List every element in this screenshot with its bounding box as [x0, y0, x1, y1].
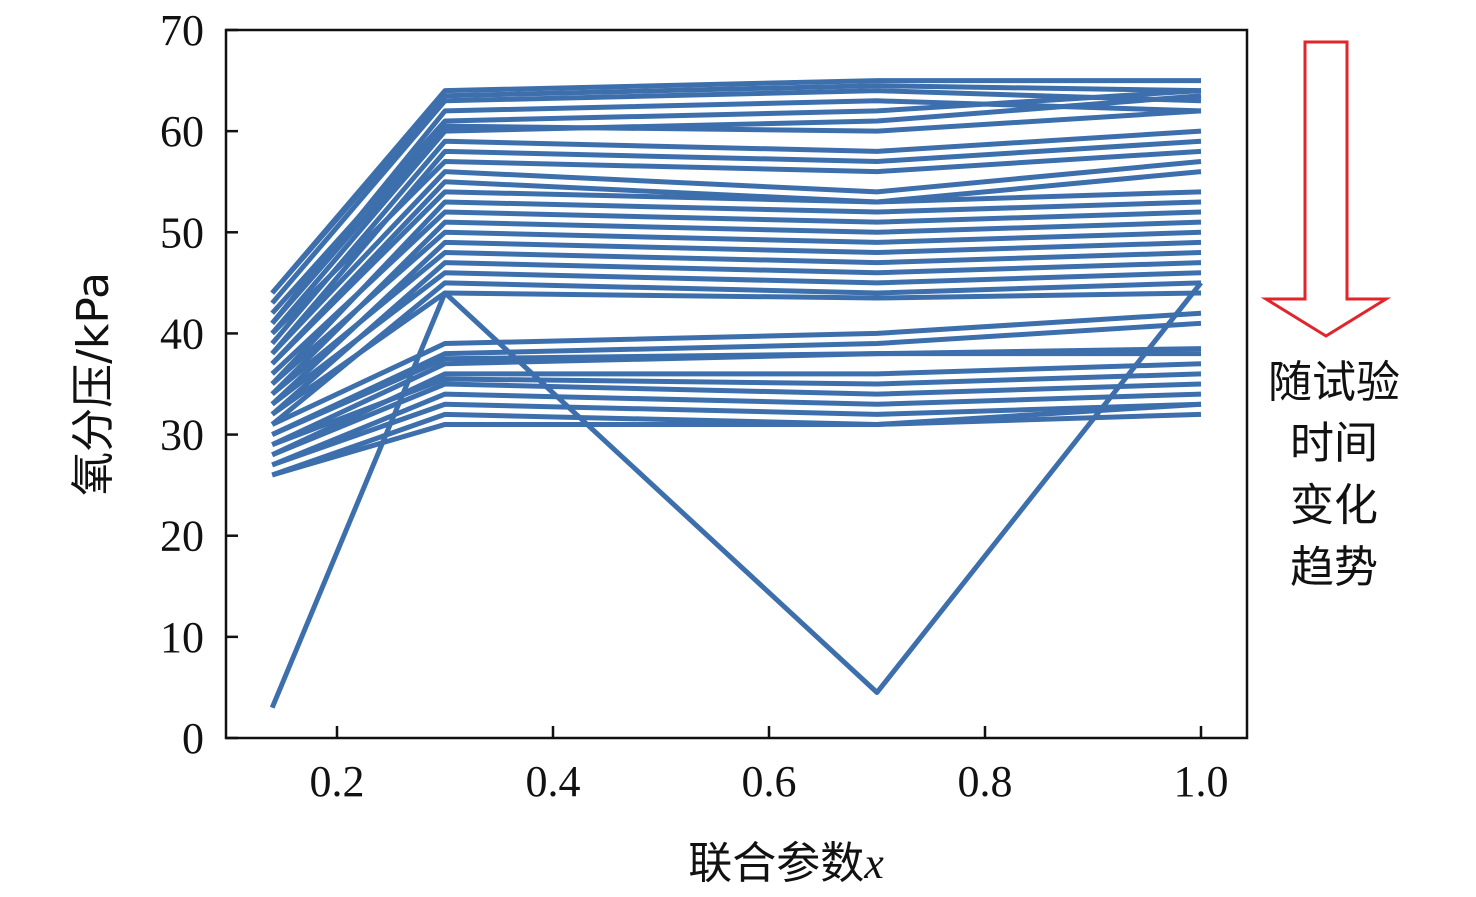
- y-tick-label: 0: [182, 714, 204, 763]
- y-tick-label: 10: [160, 613, 204, 662]
- x-axis: 0.2 0.4 0.6 0.8 1.0: [310, 726, 1229, 806]
- x-axis-label-text: 联合参数: [688, 838, 864, 889]
- series-line-33: [271, 401, 1202, 478]
- series-line-11: [270, 158, 1202, 356]
- series-line-34: [271, 411, 1202, 478]
- series-line-19: [270, 250, 1202, 397]
- y-tick-label: 70: [160, 6, 204, 55]
- x-tick-label: 0.6: [742, 757, 797, 806]
- series-line-3: [270, 88, 1202, 305]
- trend-annotation: 随试验 时间 变化 趋势: [1268, 357, 1400, 593]
- series-line-31: [271, 391, 1202, 468]
- y-tick-label: 50: [160, 208, 204, 257]
- x-tick-label: 1.0: [1174, 757, 1229, 806]
- series-line-15: [270, 209, 1202, 376]
- annotation-line-2: 时间: [1290, 418, 1378, 469]
- series-line-12: [270, 169, 1202, 366]
- y-tick-label: 20: [160, 512, 204, 561]
- series-line-23: [270, 290, 1202, 417]
- series-line-35: [269, 281, 1203, 709]
- annotation-line-4: 趋势: [1290, 542, 1378, 593]
- x-tick-label: 0.2: [310, 757, 365, 806]
- y-tick-label: 60: [160, 107, 204, 156]
- series-line-6: [270, 93, 1202, 336]
- series-line-32: [271, 401, 1202, 468]
- series-line-8: [270, 128, 1202, 346]
- series-line-7: [270, 108, 1202, 325]
- y-axis-label: 氧分压/kPa: [68, 272, 119, 496]
- series-line-10: [270, 148, 1202, 336]
- plot-frame: [224, 28, 1249, 740]
- series-line-21: [270, 270, 1202, 407]
- series-line-29: [271, 371, 1202, 448]
- series-line-9: [270, 138, 1202, 356]
- series-line-5: [270, 88, 1202, 315]
- series-line-30: [271, 381, 1202, 458]
- x-tick-label: 0.4: [526, 757, 581, 806]
- series-line-26: [271, 351, 1201, 437]
- x-axis-label: 联合参数x: [688, 838, 884, 889]
- series-line-13: [270, 189, 1202, 366]
- x-axis-label-var: x: [863, 839, 884, 888]
- y-tick-label: 40: [160, 309, 204, 358]
- y-tick-label: 30: [160, 411, 204, 460]
- series-line-17: [270, 229, 1202, 386]
- y-axis: 0 10 20 30 40 50 60 70: [160, 6, 238, 763]
- series-lines: [269, 78, 1203, 709]
- x-tick-label: 0.8: [958, 757, 1013, 806]
- annotation-line-3: 变化: [1290, 480, 1378, 531]
- series-line-24: [271, 310, 1202, 427]
- series-line-27: [271, 346, 1202, 447]
- trend-arrow-icon: [1260, 40, 1392, 338]
- annotation-line-1: 随试验: [1268, 357, 1400, 408]
- series-line-2: [270, 83, 1202, 295]
